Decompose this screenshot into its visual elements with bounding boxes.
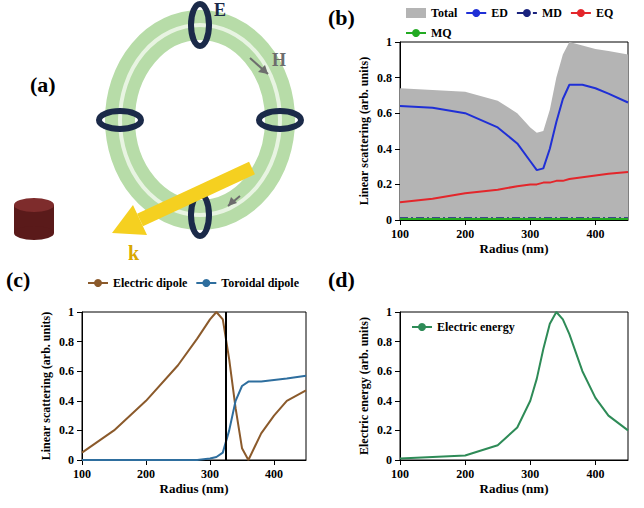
svg-text:300: 300 xyxy=(521,467,539,481)
svg-text:0: 0 xyxy=(68,453,74,467)
svg-text:300: 300 xyxy=(201,467,219,481)
svg-text:0: 0 xyxy=(386,453,392,467)
svg-text:0.8: 0.8 xyxy=(59,335,74,349)
svg-text:Radius (nm): Radius (nm) xyxy=(480,241,549,256)
svg-text:(d): (d) xyxy=(328,267,355,292)
svg-text:Radius (nm): Radius (nm) xyxy=(480,481,549,496)
svg-text:0.4: 0.4 xyxy=(377,394,392,408)
svg-text:(b): (b) xyxy=(328,5,355,30)
svg-text:100: 100 xyxy=(391,467,409,481)
svg-text:1: 1 xyxy=(68,305,74,319)
svg-text:0.4: 0.4 xyxy=(59,394,74,408)
svg-text:Toroidal dipole: Toroidal dipole xyxy=(221,276,299,290)
svg-text:E: E xyxy=(214,0,226,20)
svg-text:MD: MD xyxy=(542,6,562,20)
svg-text:0: 0 xyxy=(386,213,392,227)
svg-text:H: H xyxy=(272,50,286,70)
svg-text:(c): (c) xyxy=(6,267,30,292)
svg-text:1: 1 xyxy=(386,305,392,319)
svg-text:300: 300 xyxy=(521,227,539,241)
svg-text:Linear scattering (arb. units): Linear scattering (arb. units) xyxy=(357,57,371,205)
svg-text:200: 200 xyxy=(456,467,474,481)
svg-text:EQ: EQ xyxy=(596,6,613,20)
svg-text:Electric energy: Electric energy xyxy=(437,320,515,334)
svg-text:MQ: MQ xyxy=(431,26,452,40)
svg-text:Electric dipole: Electric dipole xyxy=(113,276,188,290)
svg-text:(a): (a) xyxy=(30,72,56,97)
svg-text:400: 400 xyxy=(265,467,283,481)
svg-text:Linear scattering (arb. units): Linear scattering (arb. units) xyxy=(39,312,53,460)
svg-text:400: 400 xyxy=(586,227,604,241)
svg-text:k: k xyxy=(128,242,140,264)
svg-text:Radius (nm): Radius (nm) xyxy=(160,481,229,496)
svg-text:200: 200 xyxy=(137,467,155,481)
svg-text:0.4: 0.4 xyxy=(377,142,392,156)
svg-text:1: 1 xyxy=(386,35,392,49)
svg-text:0.8: 0.8 xyxy=(377,71,392,85)
svg-text:0.8: 0.8 xyxy=(377,335,392,349)
svg-text:0.2: 0.2 xyxy=(59,423,74,437)
svg-text:Total: Total xyxy=(431,6,458,20)
svg-text:100: 100 xyxy=(391,227,409,241)
svg-text:400: 400 xyxy=(586,467,604,481)
svg-text:Electric energy (arb. units): Electric energy (arb. units) xyxy=(357,317,371,455)
svg-text:0.6: 0.6 xyxy=(59,364,74,378)
svg-text:0.2: 0.2 xyxy=(377,423,392,437)
svg-text:100: 100 xyxy=(73,467,91,481)
svg-text:0.2: 0.2 xyxy=(377,177,392,191)
svg-text:200: 200 xyxy=(456,227,474,241)
svg-text:ED: ED xyxy=(491,6,508,20)
svg-text:0.6: 0.6 xyxy=(377,106,392,120)
svg-text:0.6: 0.6 xyxy=(377,364,392,378)
